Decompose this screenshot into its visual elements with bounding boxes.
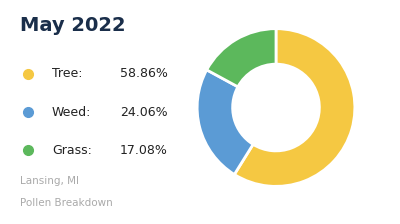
- Text: 17.08%: 17.08%: [120, 144, 168, 157]
- Wedge shape: [234, 29, 355, 186]
- Text: May 2022: May 2022: [20, 16, 126, 35]
- Wedge shape: [207, 29, 276, 87]
- Text: Lansing, MI: Lansing, MI: [20, 176, 79, 186]
- Text: Pollen Breakdown: Pollen Breakdown: [20, 198, 113, 208]
- Wedge shape: [197, 70, 253, 174]
- Text: 24.06%: 24.06%: [120, 106, 168, 118]
- Text: Tree:: Tree:: [52, 67, 82, 80]
- Text: 58.86%: 58.86%: [120, 67, 168, 80]
- Text: Grass:: Grass:: [52, 144, 92, 157]
- Text: Weed:: Weed:: [52, 106, 91, 118]
